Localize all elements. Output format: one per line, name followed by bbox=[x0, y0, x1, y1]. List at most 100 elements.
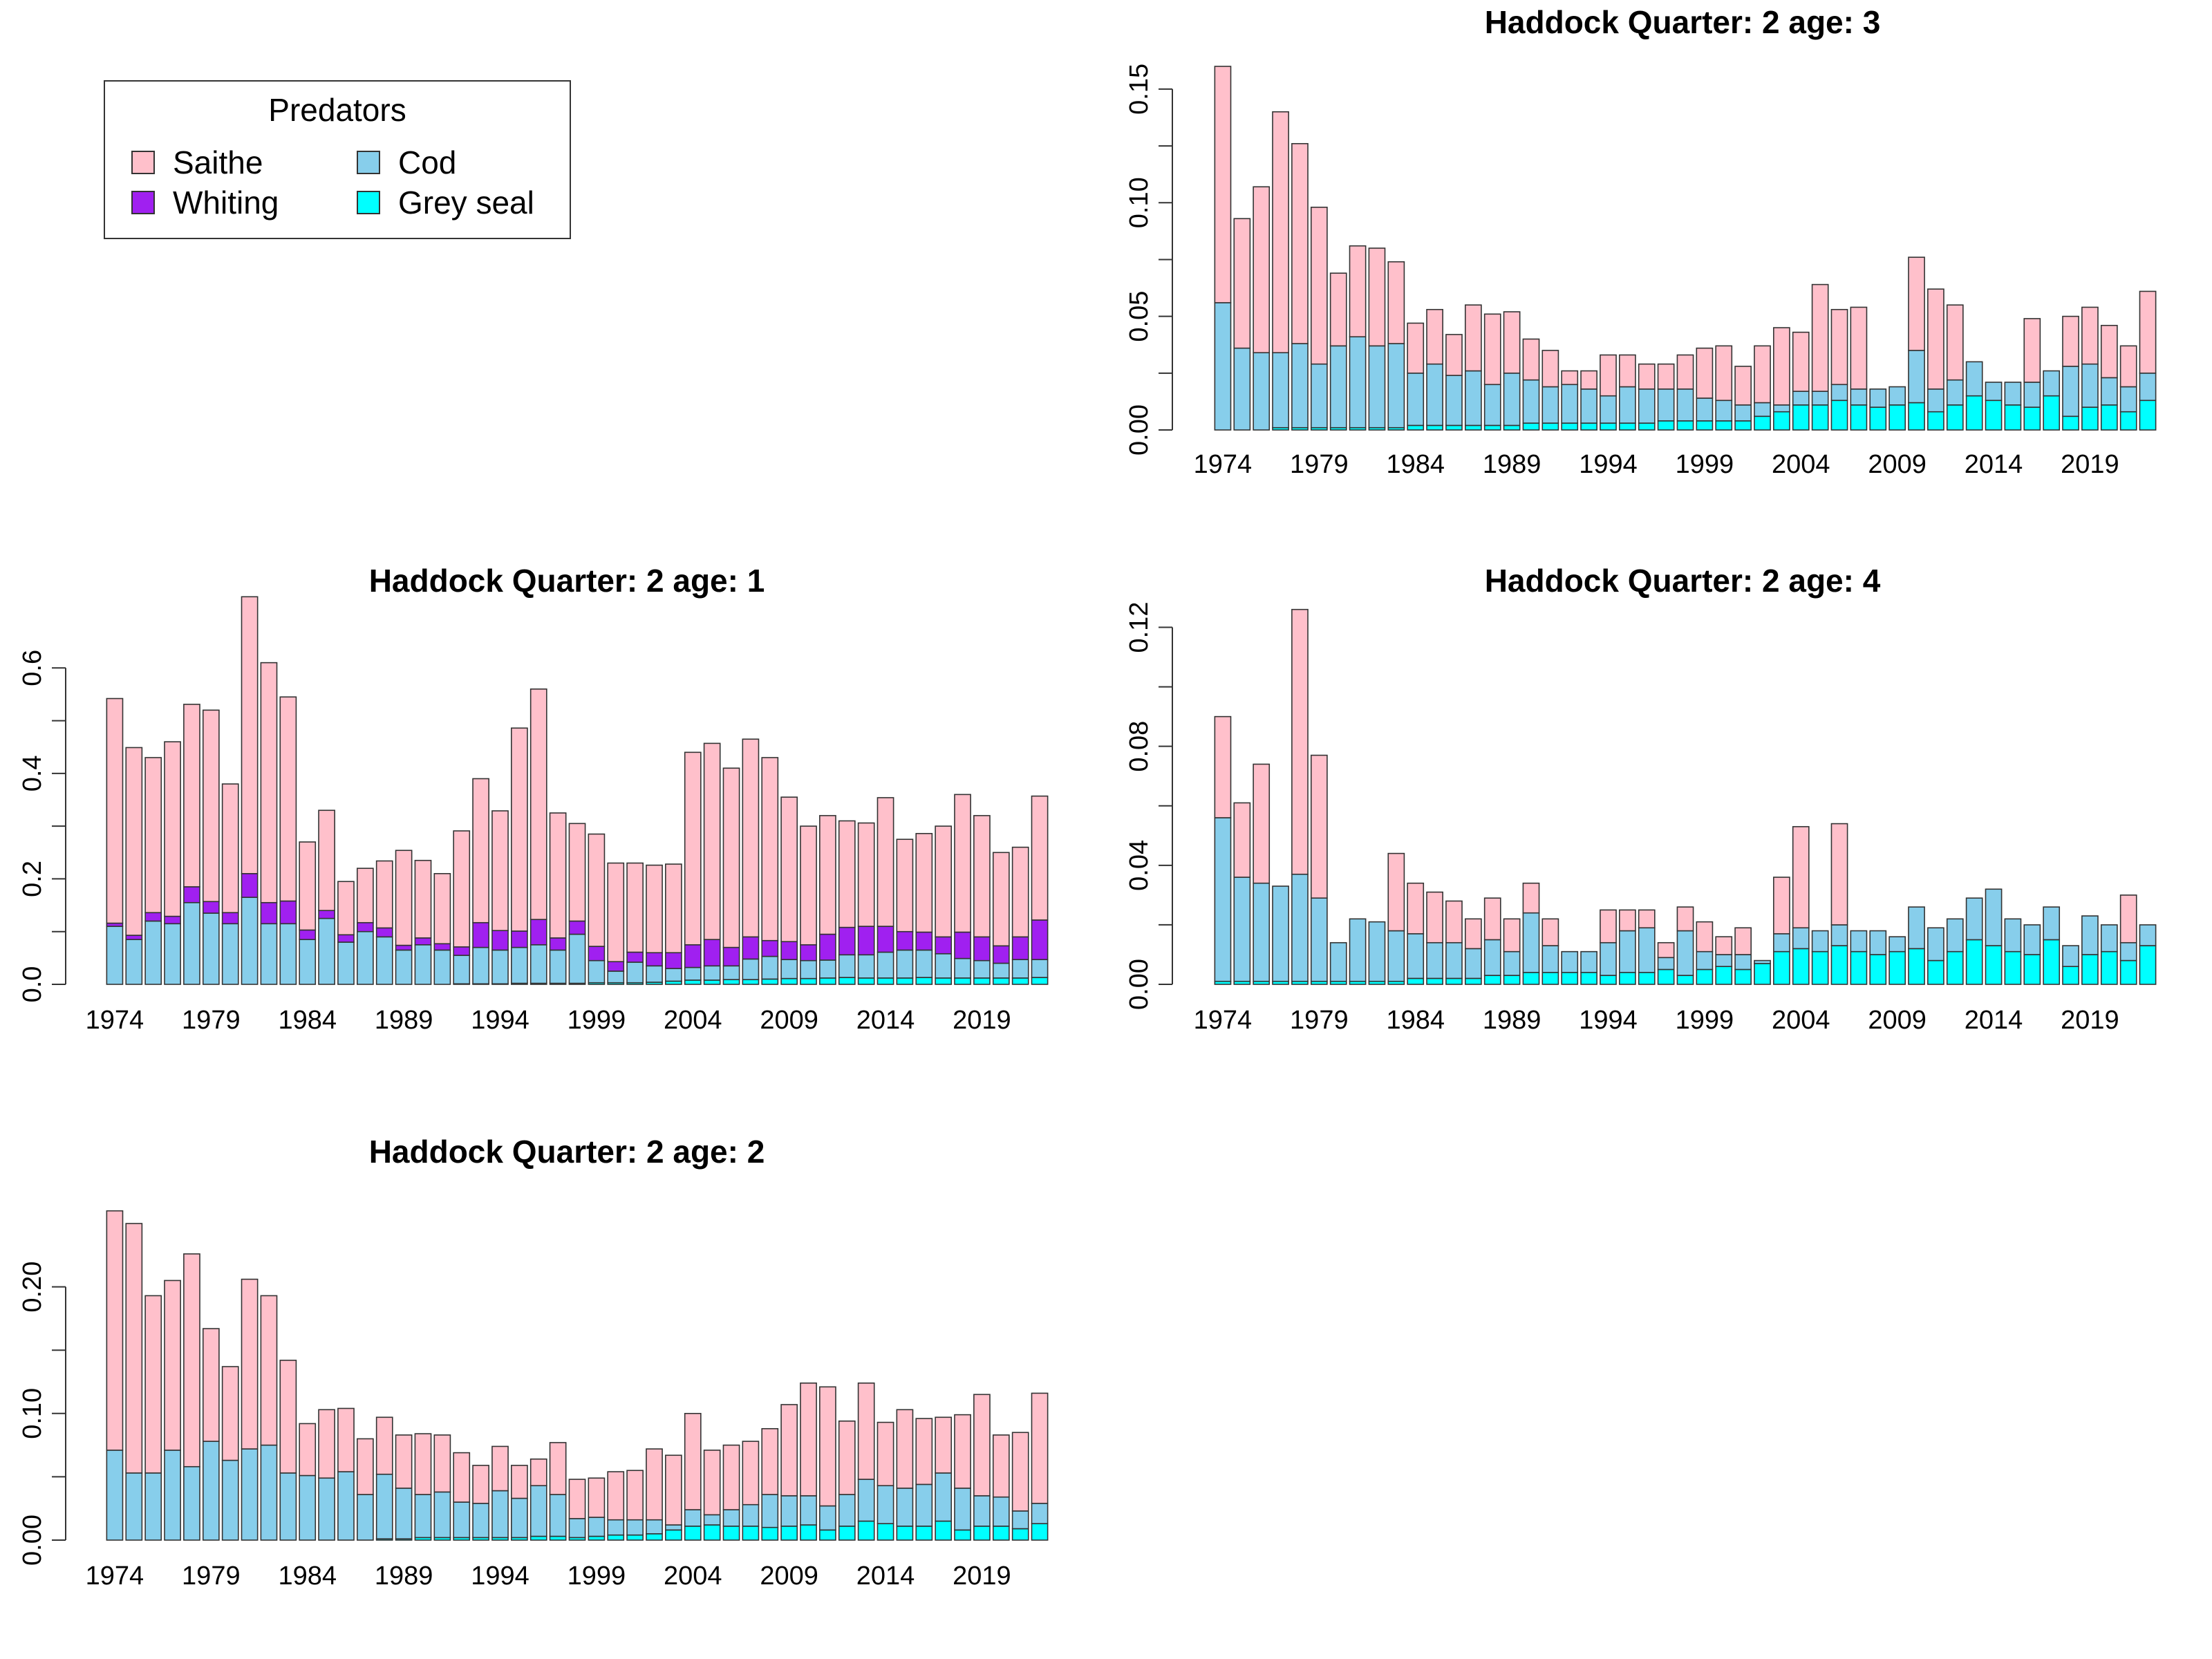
bar-grey-seal-1996 bbox=[1638, 422, 1656, 431]
x-tick-label: 2019 bbox=[953, 1562, 1011, 1591]
bar-cod-2018 bbox=[2062, 945, 2079, 967]
bar-saithe-2021 bbox=[1011, 846, 1029, 938]
bar-saithe-1983 bbox=[279, 696, 297, 902]
bar-cod-1998 bbox=[1676, 930, 1694, 976]
bar-grey-seal-2021 bbox=[2119, 959, 2137, 985]
bar-cod-1978 bbox=[183, 1465, 200, 1541]
bar-whiting-1992 bbox=[453, 946, 471, 956]
x-tick-label: 1989 bbox=[1483, 450, 1541, 479]
bar-saithe-1991 bbox=[1541, 918, 1559, 946]
bar-saithe-1997 bbox=[1657, 363, 1675, 390]
bar-grey-seal-2004 bbox=[1792, 948, 1810, 985]
x-tick-label: 2009 bbox=[1868, 450, 1927, 479]
bar-cod-2015 bbox=[896, 1488, 914, 1527]
bar-saithe-1985 bbox=[1426, 891, 1443, 944]
bar-cod-1981 bbox=[1349, 336, 1367, 429]
x-tick-label: 2019 bbox=[953, 1006, 1011, 1035]
bar-saithe-1995 bbox=[510, 1465, 528, 1499]
y-tick-label: 0.20 bbox=[18, 1262, 47, 1313]
bar-saithe-1999 bbox=[1696, 347, 1714, 399]
x-tick-label: 2014 bbox=[1965, 450, 2023, 479]
bar-cod-2021 bbox=[2119, 941, 2137, 962]
bar-saithe-1997 bbox=[1657, 941, 1675, 959]
bar-grey-seal-2019 bbox=[2081, 954, 2099, 985]
bar-cod-1996 bbox=[529, 1485, 547, 1537]
legend-swatch-saithe bbox=[131, 151, 155, 174]
bar-saithe-1984 bbox=[299, 841, 317, 931]
bar-whiting-1978 bbox=[183, 886, 200, 903]
bar-grey-seal-1990 bbox=[1522, 422, 1540, 431]
bar-cod-2013 bbox=[857, 1479, 875, 1522]
bar-cod-1982 bbox=[1368, 921, 1386, 982]
bar-whiting-2008 bbox=[761, 939, 779, 957]
bar-cod-2020 bbox=[2100, 924, 2118, 953]
bar-cod-2019 bbox=[2081, 915, 2099, 955]
bar-cod-2006 bbox=[1830, 924, 1848, 946]
bar-grey-seal-1998 bbox=[1676, 975, 1694, 985]
bar-saithe-2019 bbox=[2081, 306, 2099, 365]
bar-saithe-2002 bbox=[646, 1448, 663, 1521]
bar-saithe-1978 bbox=[183, 1253, 200, 1468]
bar-saithe-2022 bbox=[1031, 1392, 1049, 1504]
x-tick-label: 1999 bbox=[1676, 1006, 1734, 1035]
bar-saithe-2016 bbox=[915, 833, 933, 933]
bar-saithe-1990 bbox=[414, 1433, 432, 1495]
bar-cod-2001 bbox=[626, 962, 644, 984]
bar-saithe-1978 bbox=[1291, 142, 1309, 344]
bar-saithe-1986 bbox=[337, 881, 355, 936]
bar-cod-1997 bbox=[549, 1494, 567, 1537]
bar-grey-seal-2010 bbox=[800, 1524, 817, 1541]
bar-grey-seal-2014 bbox=[877, 1523, 894, 1541]
bar-grey-seal-2020 bbox=[2100, 404, 2118, 431]
bar-cod-2015 bbox=[2004, 382, 2022, 406]
bar-grey-seal-1992 bbox=[1561, 422, 1579, 431]
bar-grey-seal-1989 bbox=[1503, 975, 1521, 985]
bar-saithe-1982 bbox=[260, 662, 278, 903]
x-tick-label: 1989 bbox=[375, 1006, 433, 1035]
bar-cod-1990 bbox=[1522, 379, 1540, 424]
bar-whiting-1982 bbox=[260, 901, 278, 925]
bar-cod-1977 bbox=[164, 923, 181, 985]
bar-saithe-1977 bbox=[1272, 111, 1289, 354]
bar-whiting-2007 bbox=[742, 936, 760, 960]
x-tick-label: 1984 bbox=[278, 1562, 337, 1591]
bar-grey-seal-2022 bbox=[1031, 977, 1049, 985]
bar-cod-2021 bbox=[2119, 386, 2137, 413]
x-tick-label: 1984 bbox=[1386, 450, 1445, 479]
bar-saithe-2015 bbox=[896, 1409, 914, 1489]
x-tick-label: 1979 bbox=[182, 1562, 241, 1591]
bar-saithe-1987 bbox=[1464, 304, 1482, 372]
bar-grey-seal-2006 bbox=[722, 1526, 740, 1541]
bar-saithe-1990 bbox=[414, 859, 432, 939]
bar-cod-1989 bbox=[1503, 950, 1521, 976]
bar-cod-2003 bbox=[1773, 933, 1790, 953]
bar-saithe-1988 bbox=[1483, 313, 1501, 386]
bar-grey-seal-2015 bbox=[896, 977, 914, 985]
bar-whiting-1979 bbox=[202, 901, 220, 914]
bar-saithe-1991 bbox=[1541, 350, 1559, 388]
bar-cod-2008 bbox=[1869, 388, 1887, 408]
chart-panel-2: Haddock Quarter: 2 age: 2 0.00 0.10 0.20 197… bbox=[18, 1134, 1049, 1591]
bar-cod-2017 bbox=[2043, 370, 2061, 397]
bar-saithe-2003 bbox=[665, 863, 682, 954]
bar-grey-seal-2015 bbox=[896, 1526, 914, 1541]
bar-whiting-2013 bbox=[857, 926, 875, 956]
bar-cod-1992 bbox=[1561, 384, 1579, 424]
bar-whiting-1985 bbox=[318, 910, 335, 919]
bar-cod-1991 bbox=[433, 949, 451, 985]
bar-cod-2020 bbox=[992, 1496, 1010, 1527]
bar-grey-seal-1986 bbox=[1445, 977, 1463, 985]
bar-cod-1991 bbox=[433, 1491, 451, 1539]
chart-title: Haddock Quarter: 2 age: 3 bbox=[1485, 4, 1881, 40]
bar-grey-seal-1987 bbox=[1464, 424, 1482, 431]
bar-saithe-2021 bbox=[1011, 1432, 1029, 1512]
bar-whiting-2012 bbox=[838, 926, 856, 956]
bar-cod-1998 bbox=[568, 1518, 586, 1539]
bar-saithe-1994 bbox=[1600, 354, 1617, 397]
bar-cod-1986 bbox=[337, 1471, 355, 1541]
bar-cod-2010 bbox=[800, 959, 817, 980]
bar-cod-2017 bbox=[2043, 906, 2061, 941]
bar-cod-2009 bbox=[1888, 936, 1906, 953]
bar-grey-seal-2020 bbox=[992, 1526, 1010, 1541]
bar-cod-2022 bbox=[1031, 1503, 1049, 1524]
